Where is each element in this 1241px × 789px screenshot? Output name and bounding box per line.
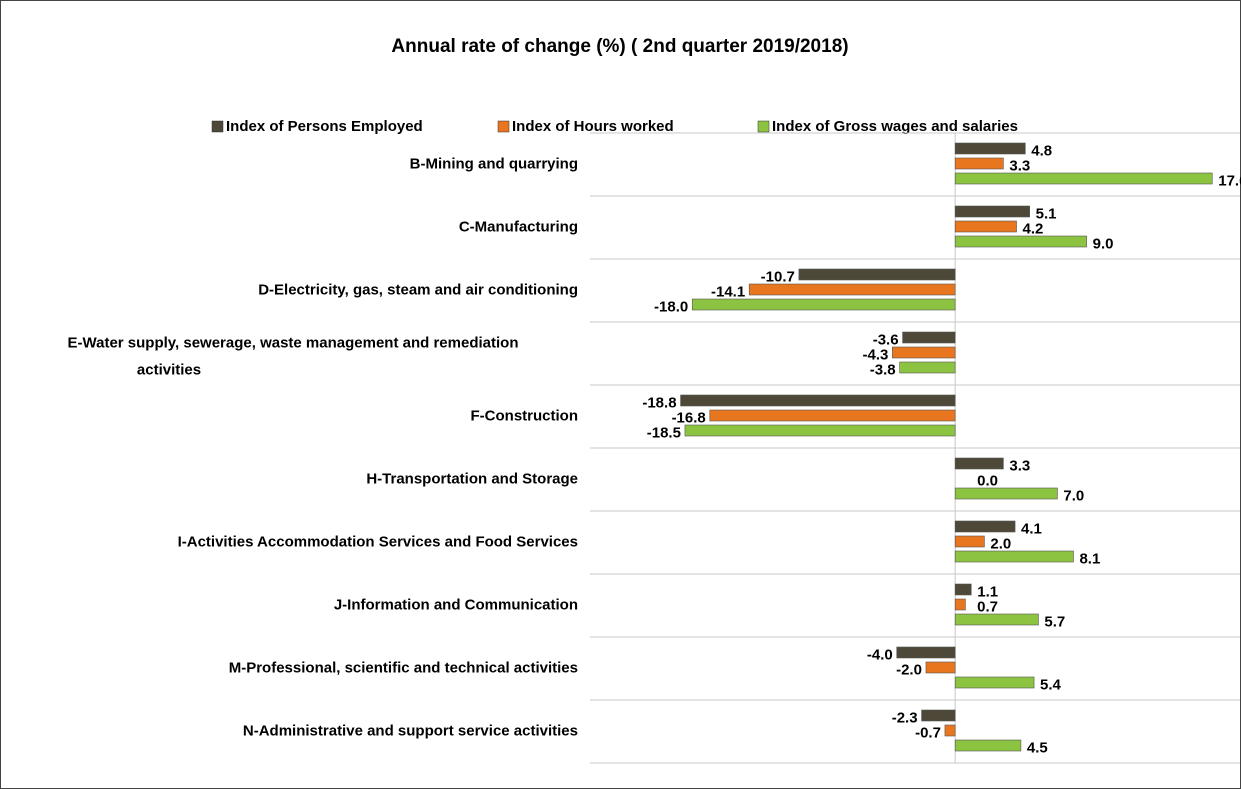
bar (954, 235, 1087, 248)
value-label: -4.3 (863, 346, 889, 363)
legend-swatch (757, 120, 770, 133)
value-label: -18.5 (647, 424, 681, 441)
value-label: 4.8 (1031, 142, 1052, 159)
chart-title: Annual rate of change (%) ( 2nd quarter … (391, 36, 848, 57)
legend-swatch (497, 120, 510, 133)
value-label: 5.4 (1040, 676, 1062, 693)
value-label: 4.1 (1021, 520, 1042, 537)
bar (954, 457, 1004, 470)
value-label: 17.6 (1218, 172, 1241, 189)
value-label: 3.3 (1009, 157, 1030, 174)
value-label: -3.8 (870, 361, 896, 378)
category-label: H-Transportation and Storage (366, 470, 578, 487)
value-label: -14.1 (711, 283, 745, 300)
bar (944, 724, 956, 737)
bar (954, 487, 1058, 500)
value-label: 8.1 (1079, 550, 1100, 567)
value-label: 0.0 (977, 472, 998, 489)
bar (954, 739, 1022, 752)
value-label: -3.6 (873, 331, 899, 348)
legend-swatch (211, 120, 224, 133)
value-label: 5.7 (1044, 613, 1065, 630)
bar (954, 220, 1017, 233)
category-label: E-Water supply, sewerage, waste manageme… (68, 334, 519, 378)
value-label: -18.0 (654, 298, 688, 315)
value-label: 0.7 (977, 598, 998, 615)
value-label: 3.3 (1009, 457, 1030, 474)
bar (954, 520, 1016, 533)
category-label: M-Professional, scientific and technical… (229, 659, 578, 676)
bar (954, 142, 1026, 155)
bar (954, 172, 1213, 185)
value-label: -16.8 (672, 409, 706, 426)
legend-label: Index of Gross wages and salaries (772, 118, 1018, 135)
bar (748, 283, 956, 296)
category-label: B-Mining and quarrying (410, 155, 578, 172)
value-label: 4.2 (1023, 220, 1044, 237)
category-label: J-Information and Communication (334, 596, 578, 613)
value-label: 7.0 (1063, 487, 1084, 504)
value-label: -4.0 (867, 646, 893, 663)
bar (896, 646, 956, 659)
bar (954, 598, 966, 611)
value-label: -2.3 (892, 709, 918, 726)
value-label: -2.0 (896, 661, 922, 678)
category-label: I-Activities Accommodation Services and … (178, 533, 578, 550)
bar (680, 394, 956, 407)
legend-label: Index of Hours worked (512, 118, 674, 135)
bar (954, 583, 972, 596)
category-label: F-Construction (471, 407, 578, 424)
value-label: -10.7 (761, 268, 795, 285)
value-label: 4.5 (1027, 739, 1048, 756)
bar (798, 268, 956, 281)
value-label: 9.0 (1093, 235, 1114, 252)
bar (709, 409, 956, 422)
bar (954, 535, 985, 548)
value-label: 5.1 (1036, 205, 1057, 222)
category-label: N-Administrative and support service act… (243, 722, 578, 739)
bar (954, 613, 1039, 626)
legend-label: Index of Persons Employed (226, 118, 423, 135)
bar (684, 424, 956, 437)
bar (892, 346, 956, 359)
bar (921, 709, 956, 722)
value-label: -18.8 (642, 394, 676, 411)
bar (925, 661, 956, 674)
bar (902, 331, 956, 344)
bar (899, 361, 956, 374)
bar (954, 676, 1035, 689)
value-label: -0.7 (915, 724, 941, 741)
value-label: 1.1 (977, 583, 998, 600)
bar (954, 205, 1030, 218)
value-label: 2.0 (990, 535, 1011, 552)
category-label: D-Electricity, gas, steam and air condit… (258, 281, 578, 298)
bar (954, 157, 1004, 170)
bar (691, 298, 956, 311)
category-label: C-Manufacturing (459, 218, 578, 235)
bar (954, 550, 1074, 563)
